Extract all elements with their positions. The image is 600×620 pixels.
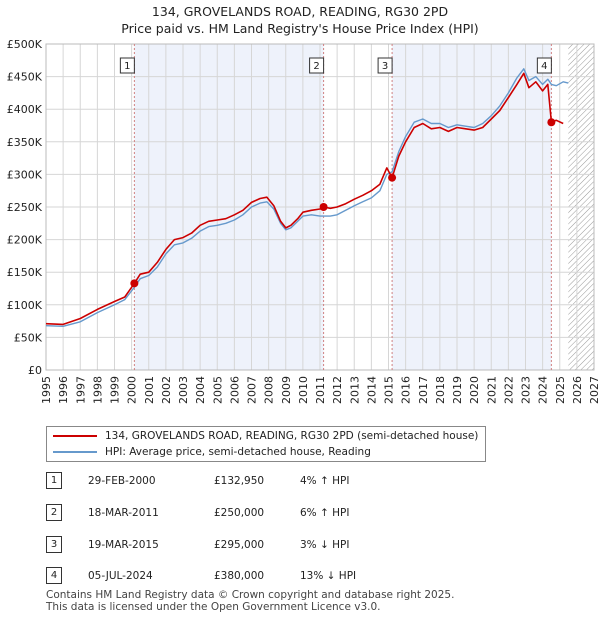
x-tick-label: 2001	[143, 376, 156, 404]
y-tick-label: £150K	[7, 266, 43, 279]
legend-price-label: 134, GROVELANDS ROAD, READING, RG30 2PD …	[105, 430, 479, 442]
x-tick-label: 2006	[228, 376, 241, 404]
x-tick-label: 2005	[211, 376, 224, 404]
sale-row: 2 18-MAR-2011 £250,000 6% ↑ HPI	[46, 504, 386, 522]
legend-item-hpi: HPI: Average price, semi-detached house,…	[53, 445, 371, 459]
x-tick-label: 2002	[160, 376, 173, 404]
x-tick-label: 1998	[91, 376, 104, 404]
price-line-swatch	[53, 435, 97, 437]
x-tick-label: 2017	[417, 376, 430, 404]
y-tick-label: £200K	[7, 234, 43, 247]
x-tick-label: 2004	[194, 376, 207, 404]
sale-row: 4 05-JUL-2024 £380,000 13% ↓ HPI	[46, 567, 386, 585]
sale-price: £250,000	[214, 507, 265, 519]
sale-point	[319, 203, 328, 211]
sale-label-number: 3	[382, 61, 388, 72]
x-tick-label: 2008	[263, 376, 276, 404]
y-tick-label: £400K	[7, 103, 43, 116]
sale-date: 05-JUL-2024	[88, 570, 153, 582]
sale-point	[547, 118, 556, 127]
sale-label-number: 1	[124, 61, 130, 72]
x-tick-label: 2013	[348, 376, 361, 404]
sale-hpi-diff: 6% ↑ HPI	[300, 507, 350, 519]
x-tick-label: 2027	[588, 376, 600, 404]
y-tick-label: £0	[28, 364, 42, 377]
footer-copyright: Contains HM Land Registry data © Crown c…	[46, 589, 455, 601]
x-tick-label: 1996	[57, 376, 70, 404]
price-chart: £0 £50K £100K £150K £200K £250K £300K £350K £400…	[7, 38, 600, 404]
sale-date: 29-FEB-2000	[88, 475, 156, 487]
x-tick-label: 2015	[383, 376, 396, 404]
sale-price: £380,000	[214, 570, 265, 582]
x-tick-label: 2003	[177, 376, 190, 404]
footer-licence: This data is licensed under the Open Gov…	[46, 601, 381, 613]
y-tick-label: £100K	[7, 299, 43, 312]
chart-subtitle: Price paid vs. HM Land Registry's House …	[121, 21, 479, 36]
x-tick-label: 2018	[434, 376, 447, 404]
x-tick-label: 2007	[246, 376, 259, 404]
x-tick-label: 2010	[297, 376, 310, 404]
plot-frame	[45, 43, 595, 371]
y-tick-label: £450K	[7, 71, 43, 84]
x-tick-label: 2023	[520, 376, 533, 404]
sale-label-box	[536, 57, 552, 74]
x-tick-label: 2009	[280, 376, 293, 404]
legend-item-price: 134, GROVELANDS ROAD, READING, RG30 2PD …	[53, 429, 478, 443]
y-tick-label: £250K	[7, 201, 43, 214]
sale-number-badge: 2	[46, 504, 62, 521]
x-tick-label: 2025	[554, 376, 567, 404]
legend: 134, GROVELANDS ROAD, READING, RG30 2PD …	[46, 426, 486, 462]
sale-date: 19-MAR-2015	[88, 539, 159, 551]
sale-number-badge: 1	[46, 472, 62, 489]
sale-label-number: 4	[541, 61, 547, 72]
y-tick-label: £500K	[7, 38, 43, 51]
x-tick-label: 2000	[126, 376, 139, 404]
sale-number-badge: 3	[46, 536, 62, 553]
sale-point	[130, 279, 139, 288]
sale-row: 1 29-FEB-2000 £132,950 4% ↑ HPI	[46, 472, 386, 490]
sale-number-badge: 4	[46, 567, 62, 584]
chart-title: 134, GROVELANDS ROAD, READING, RG30 2PD	[151, 4, 449, 19]
sale-row: 3 19-MAR-2015 £295,000 3% ↓ HPI	[46, 536, 386, 554]
sale-hpi-diff: 13% ↓ HPI	[300, 570, 357, 582]
x-tick-label: 1997	[74, 376, 87, 404]
footer: Contains HM Land Registry data © Crown c…	[46, 589, 454, 613]
x-tick-label: 2012	[331, 376, 344, 404]
y-tick-label: £300K	[7, 168, 43, 181]
sale-price: £132,950	[214, 475, 265, 487]
x-tick-label: 2020	[468, 376, 481, 404]
x-tick-label: 1999	[109, 376, 122, 404]
y-tick-label: £50K	[14, 331, 43, 344]
x-tick-label: 2022	[502, 376, 515, 404]
x-tick-label: 2011	[314, 376, 327, 404]
y-tick-label: £350K	[7, 136, 43, 149]
x-tick-label: 2026	[571, 376, 584, 404]
x-tick-label: 2019	[451, 376, 464, 404]
hpi-line	[45, 68, 569, 327]
sale-date: 18-MAR-2011	[88, 507, 159, 519]
hpi-line-swatch	[53, 451, 97, 453]
x-tick-label: 2024	[537, 376, 550, 404]
x-tick-label: 2014	[365, 376, 378, 404]
sale-label-box	[119, 57, 135, 74]
sale-label-box	[309, 57, 325, 74]
x-tick-label: 2021	[485, 376, 498, 404]
x-tick-label: 2016	[400, 376, 413, 404]
sale-point	[388, 173, 397, 182]
sale-hpi-diff: 3% ↓ HPI	[300, 539, 350, 551]
sale-label-number: 2	[313, 61, 319, 72]
sale-hpi-diff: 4% ↑ HPI	[300, 475, 350, 487]
sale-label-box	[377, 57, 393, 74]
sale-price: £295,000	[214, 539, 265, 551]
legend-hpi-label: HPI: Average price, semi-detached house,…	[105, 446, 371, 458]
x-tick-label: 1995	[40, 376, 53, 404]
